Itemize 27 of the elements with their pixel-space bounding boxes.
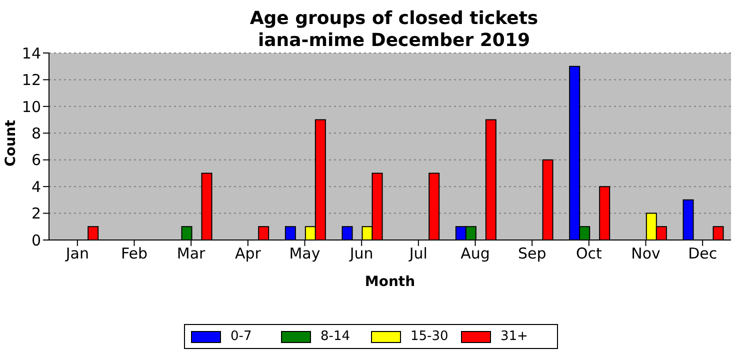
x-tick-label: Jun bbox=[348, 244, 374, 263]
x-tick-label: May bbox=[289, 244, 320, 263]
legend-label: 8-14 bbox=[320, 329, 350, 344]
y-tick-label: 14 bbox=[22, 44, 41, 62]
y-tick-label: 6 bbox=[31, 151, 41, 170]
y-tick-label: 2 bbox=[31, 204, 41, 223]
y-tick-label: 10 bbox=[22, 98, 41, 116]
x-tick-label: Dec bbox=[688, 244, 718, 263]
x-axis-title: Month bbox=[364, 274, 416, 290]
x-tick-label: Feb bbox=[120, 244, 148, 263]
legend-label: 31+ bbox=[500, 329, 528, 344]
y-tick-label: 12 bbox=[22, 71, 41, 90]
y-tick-label: 8 bbox=[31, 124, 41, 142]
x-tick-label: Sep bbox=[518, 244, 546, 263]
legend-label: 0-7 bbox=[230, 329, 252, 344]
x-tick-label: Nov bbox=[631, 244, 661, 263]
x-tick-label: Mar bbox=[176, 244, 206, 263]
y-tick-label: 4 bbox=[31, 178, 41, 196]
chart-title: Age groups of closed tickets iana-mime December 2019 bbox=[248, 8, 540, 52]
legend-label: 15-30 bbox=[410, 329, 448, 344]
x-tick-label: Jan bbox=[64, 244, 89, 263]
x-tick-label: Oct bbox=[576, 244, 602, 263]
x-tick-label: Apr bbox=[234, 244, 262, 263]
x-tick-label: Jul bbox=[408, 244, 428, 263]
y-tick-label: 0 bbox=[31, 231, 41, 250]
y-axis-title: Count bbox=[2, 120, 19, 166]
x-tick-label: Aug bbox=[460, 244, 490, 263]
